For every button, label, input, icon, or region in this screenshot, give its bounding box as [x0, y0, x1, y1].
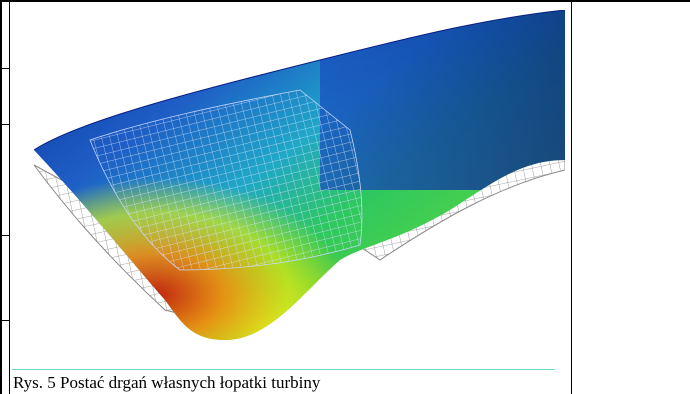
row-tick-2: [0, 124, 9, 125]
caption-rule: [12, 369, 555, 370]
turbine-blade-mode-shape-figure: [33, 10, 565, 340]
table-right-divider: [571, 0, 572, 394]
table-inner-divider: [9, 0, 10, 394]
row-tick-4: [0, 320, 9, 321]
figure-caption: Rys. 5 Postać drgań własnych łopatki tur…: [13, 373, 321, 392]
table-left-border: [0, 0, 2, 394]
deformed-mesh-overlay: [89, 89, 363, 271]
row-tick-3: [0, 235, 9, 236]
table-top-border: [0, 0, 690, 2]
row-tick-1: [0, 68, 9, 69]
